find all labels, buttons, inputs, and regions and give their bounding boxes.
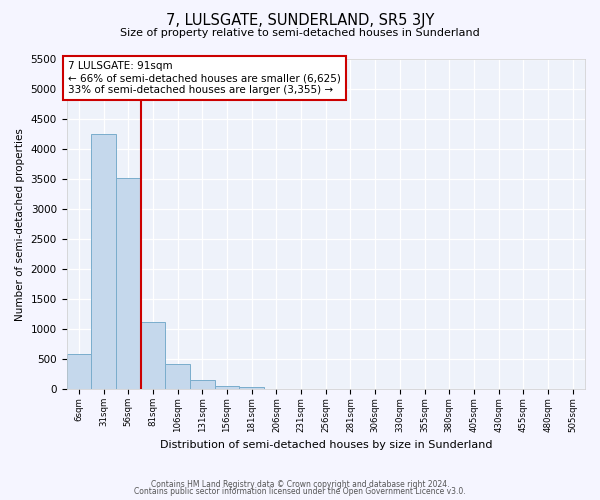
Bar [116, 178, 140, 389]
Text: Size of property relative to semi-detached houses in Sunderland: Size of property relative to semi-detach… [120, 28, 480, 38]
Text: 7 LULSGATE: 91sqm
← 66% of semi-detached houses are smaller (6,625)
33% of semi-: 7 LULSGATE: 91sqm ← 66% of semi-detached… [68, 62, 341, 94]
Text: 7, LULSGATE, SUNDERLAND, SR5 3JY: 7, LULSGATE, SUNDERLAND, SR5 3JY [166, 12, 434, 28]
Text: Contains public sector information licensed under the Open Government Licence v3: Contains public sector information licen… [134, 487, 466, 496]
Y-axis label: Number of semi-detached properties: Number of semi-detached properties [15, 128, 25, 320]
Bar [165, 364, 190, 389]
Bar [67, 354, 91, 389]
Bar [140, 322, 165, 389]
Bar [215, 386, 239, 389]
X-axis label: Distribution of semi-detached houses by size in Sunderland: Distribution of semi-detached houses by … [160, 440, 492, 450]
Bar [190, 380, 215, 389]
Text: Contains HM Land Registry data © Crown copyright and database right 2024.: Contains HM Land Registry data © Crown c… [151, 480, 449, 489]
Bar [91, 134, 116, 389]
Bar [239, 387, 264, 389]
